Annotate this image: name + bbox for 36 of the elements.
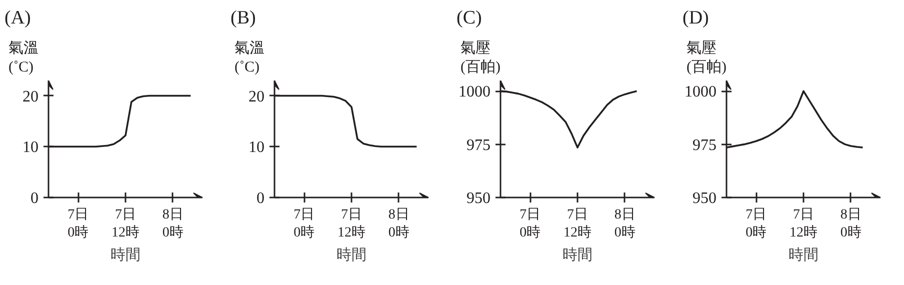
x-tick-label: 8日 0時 [840, 208, 862, 240]
y-axis-title: 氣壓 (百帕) [460, 39, 500, 76]
y-tick-label: 950 [692, 190, 716, 207]
x-axis-title: 時間 [562, 246, 592, 264]
y-tick-label: 1000 [684, 84, 716, 101]
x-tick-label: 7日 12時 [790, 208, 818, 240]
y-tick-label: 0 [256, 190, 264, 207]
y-axis-title: 氣溫 (˚C) [234, 39, 264, 76]
x-tick-label: 7日 0時 [294, 208, 315, 240]
x-tick-label: 7日 0時 [68, 208, 89, 240]
x-tick-label: 8日 0時 [614, 208, 636, 240]
y-tick-label: 1000 [458, 84, 490, 101]
x-axis-title: 時間 [788, 246, 818, 264]
x-axis-title: 時間 [110, 246, 140, 264]
x-tick-label: 7日 12時 [338, 208, 366, 240]
x-tick-label: 7日 12時 [112, 208, 140, 240]
chart-title: (B) [230, 8, 256, 28]
y-axis-title: 氣溫 (˚C) [8, 39, 38, 76]
y-tick-label: 20 [22, 88, 38, 106]
x-tick-label: 7日 12時 [564, 208, 592, 240]
y-tick-label: 20 [248, 88, 264, 106]
y-tick-label: 975 [466, 136, 490, 154]
y-tick-label: 975 [692, 136, 716, 154]
chart-title: (D) [682, 8, 709, 28]
x-axis-title: 時間 [336, 246, 366, 264]
x-tick-label: 7日 0時 [746, 208, 767, 240]
chart-title: (C) [456, 8, 482, 28]
y-axis-title: 氣壓 (百帕) [686, 39, 726, 76]
x-tick-label: 8日 0時 [162, 208, 184, 240]
y-tick-label: 950 [466, 190, 490, 207]
chart-title: (A) [4, 8, 31, 28]
y-tick-label: 10 [248, 139, 264, 156]
y-tick-label: 0 [30, 190, 38, 207]
y-tick-label: 10 [22, 139, 38, 156]
x-tick-label: 8日 0時 [388, 208, 410, 240]
x-tick-label: 7日 0時 [520, 208, 541, 240]
